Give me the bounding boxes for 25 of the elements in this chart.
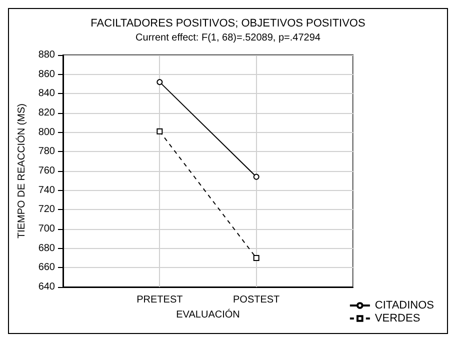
y-tick-label: 660 xyxy=(38,262,56,274)
y-tick-label: 800 xyxy=(38,126,56,138)
point xyxy=(156,79,163,86)
x-axis-title: EVALUACIÓN xyxy=(176,308,240,320)
y-tick-label: 820 xyxy=(38,108,56,118)
y-tick-label: 760 xyxy=(38,166,56,176)
chart-title: FACILTADORES POSITIVOS; OBJETIVOS POSITIVOS xyxy=(90,18,366,30)
y-tick-label: 720 xyxy=(38,204,56,216)
x-tick-label: POSTEST xyxy=(232,294,280,306)
y-tick-label: 840 xyxy=(38,88,56,100)
legend-label: CITADINOS xyxy=(374,300,434,312)
y-axis-title: TIEMPO DE REACCIÓN (MS) xyxy=(16,103,28,239)
y-tick-label: 780 xyxy=(38,146,56,158)
point xyxy=(253,174,260,180)
y-tick-label: 700 xyxy=(38,224,56,234)
point xyxy=(253,255,260,261)
y-tick-label: 860 xyxy=(38,68,56,80)
y-tick-label: 680 xyxy=(38,242,56,254)
y-tick-label: 740 xyxy=(38,184,56,196)
x-tick-label: PRETEST xyxy=(136,294,183,306)
y-tick-label: 880 xyxy=(38,50,56,60)
legend-label: VERDES xyxy=(374,312,420,324)
chart-subtitle: Current effect: F(1, 68)=.52089, p=.47294 xyxy=(136,32,321,44)
point xyxy=(156,128,163,134)
y-tick-label: 640 xyxy=(38,282,56,292)
